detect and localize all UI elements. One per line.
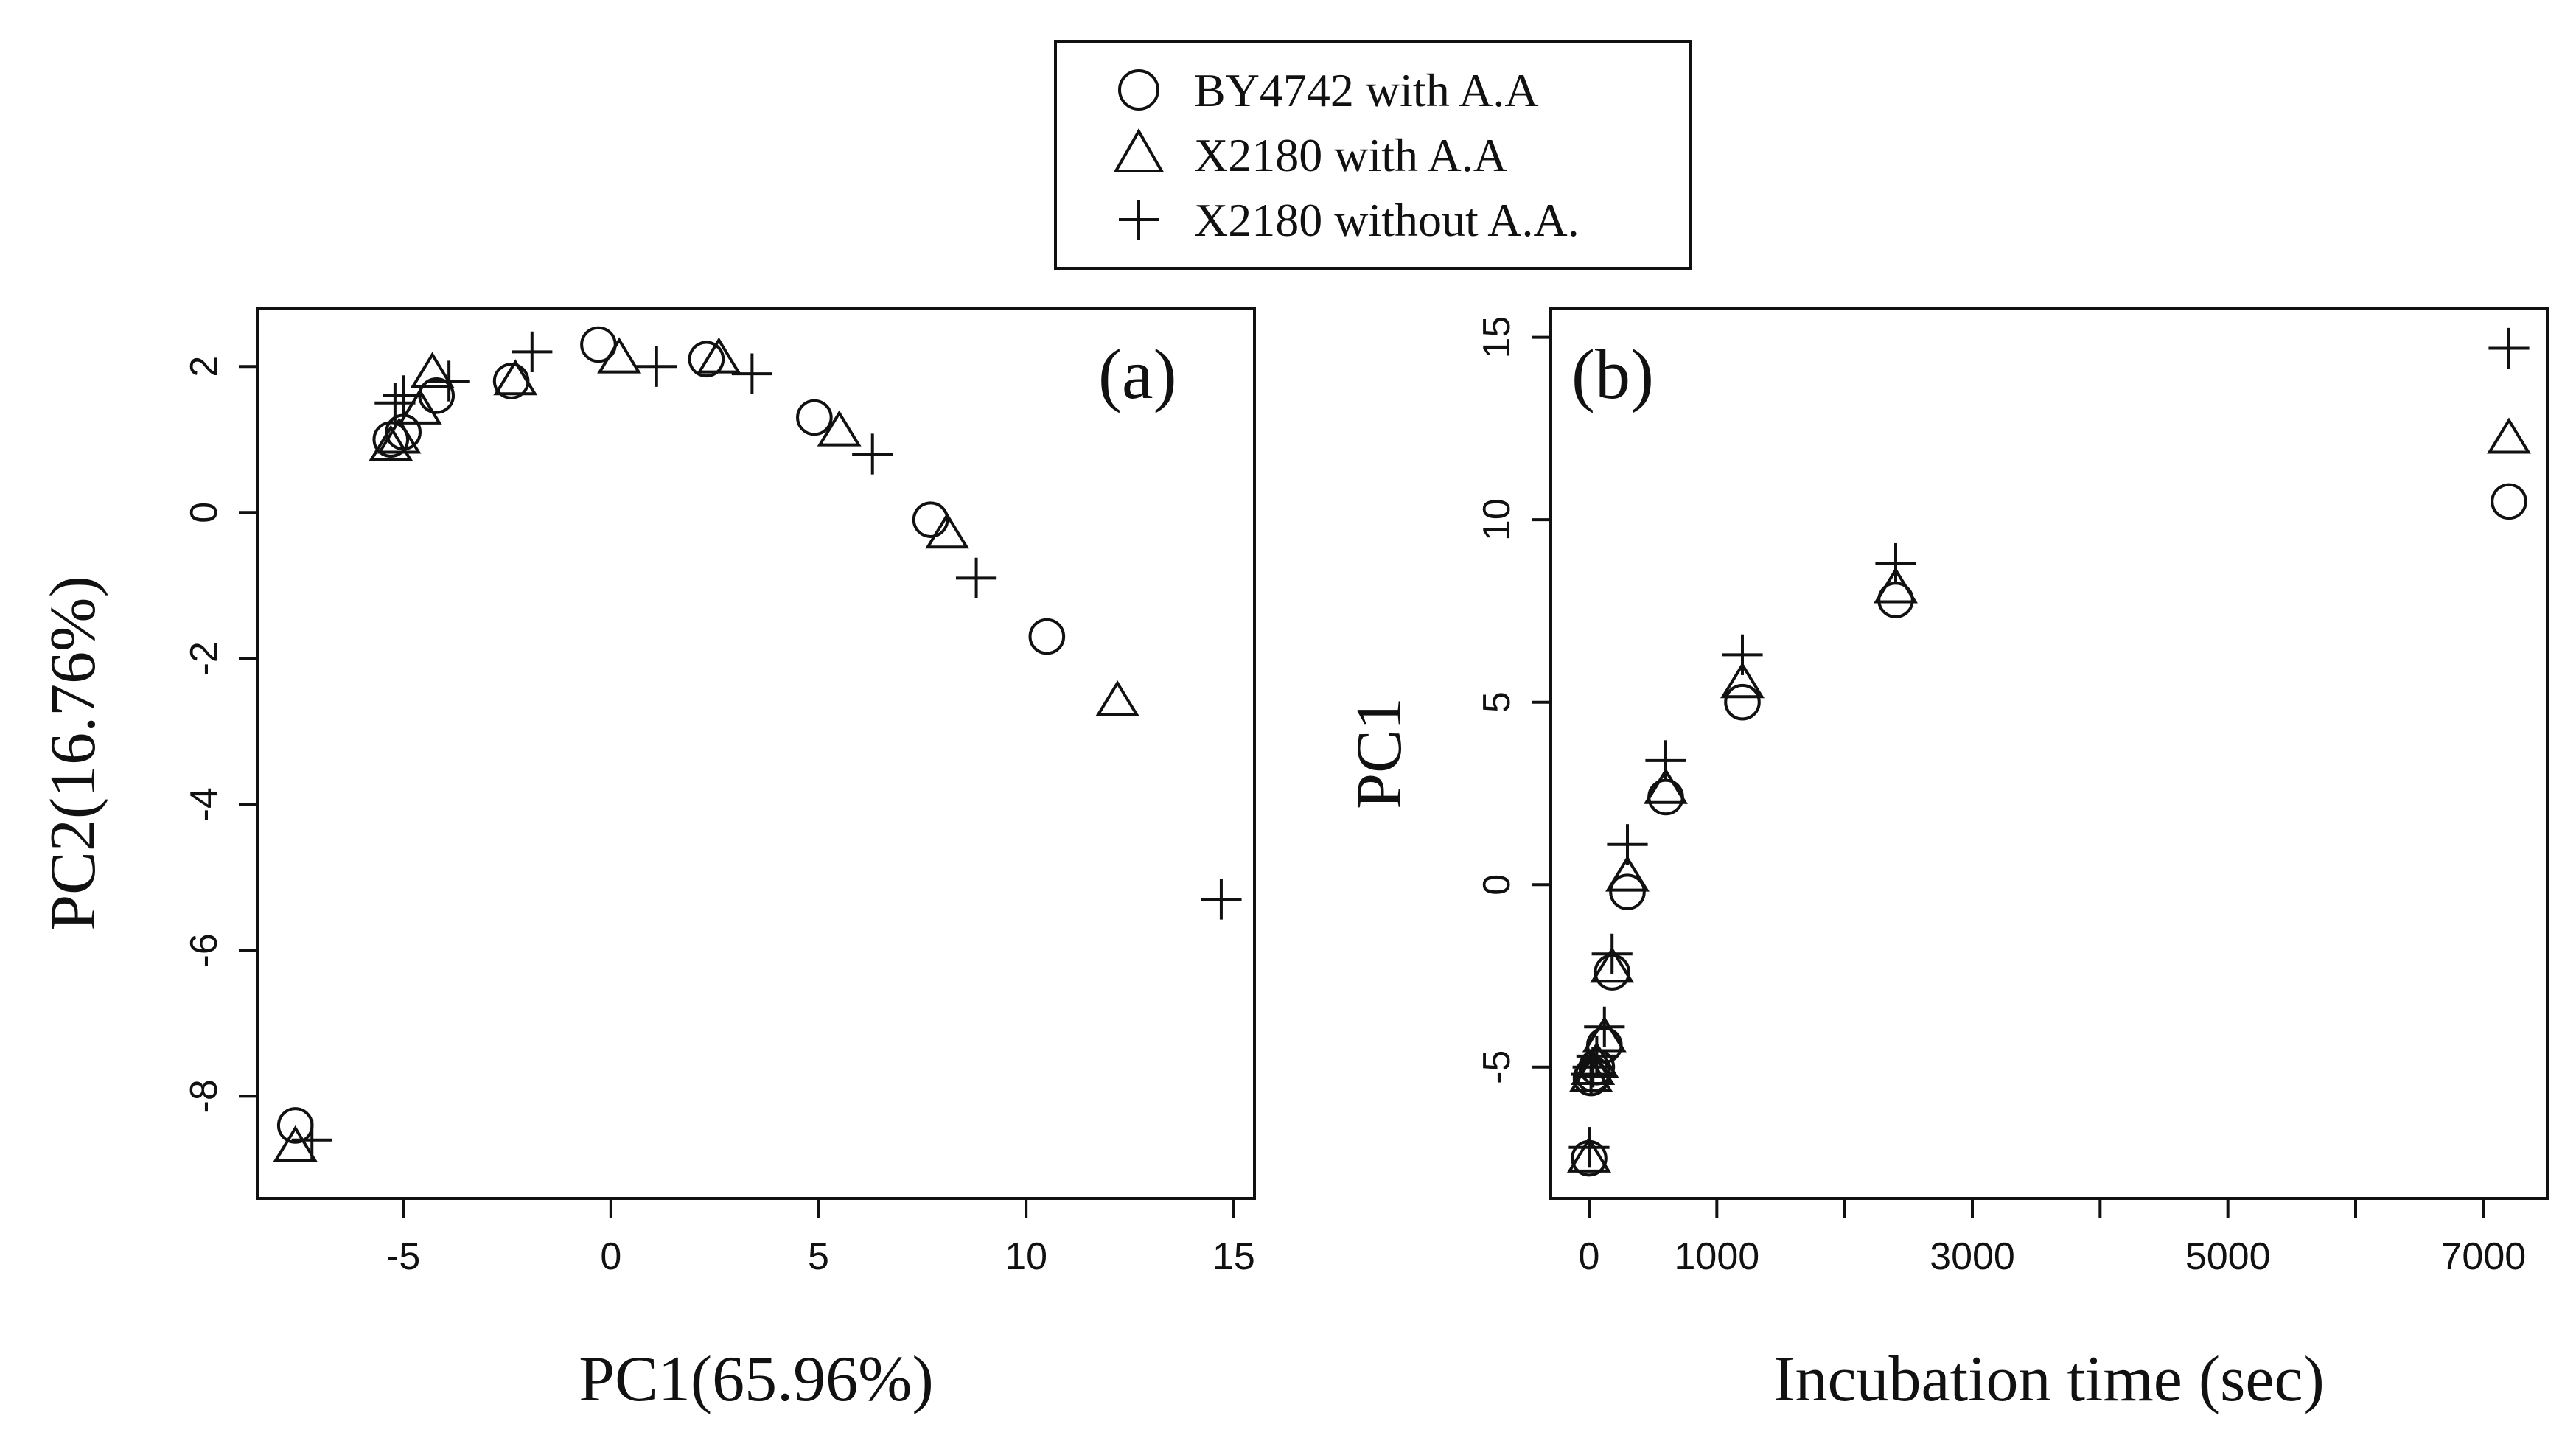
y-tick-label-a: -4 [183,787,226,821]
panel-b: 0 1000 3000 5000 7000 -5 0 5 10 15 (b) Incubatio… [1344,307,2549,1415]
legend-item-x2180-with: X2180 with A.A [1113,128,1507,181]
x-tick-label-b: 0 [1579,1235,1600,1278]
point-triangle [1720,662,1765,699]
point-triangle [1567,1136,1611,1173]
point-triangle [273,1125,318,1162]
point-circle [688,341,725,378]
y-tick-label-b: 0 [1476,874,1518,896]
x-tick-label-b: 7000 [2440,1235,2526,1278]
panel-label-b: (b) [1571,335,1654,413]
point-triangle [817,410,862,447]
legend: BY4742 with A.A X2180 with A.A X2180 wit… [1054,40,1692,270]
x-tick-label-a: -5 [386,1235,420,1278]
y-tick-label-b: -5 [1476,1050,1518,1084]
x-tick-label-b: 3000 [1930,1235,2015,1278]
legend-item-by4742: BY4742 with A.A [1118,64,1539,116]
x-tick-label-a: 5 [808,1235,829,1278]
point-triangle [369,425,413,461]
y-axis-a: -8 -6 -4 -2 0 2 [183,356,258,1114]
point-plus [2488,327,2530,369]
point-triangle [597,337,642,374]
legend-circle-marker [1118,69,1159,111]
point-plus [1201,879,1242,920]
point-plus [636,346,677,387]
legend-triangle-marker [1113,128,1165,172]
plot-frame-b [1549,307,2549,1200]
point-triangle [1095,680,1140,716]
legend-label-x2180-with: X2180 with A.A [1194,129,1507,181]
point-plus [1722,634,1763,675]
x-tick-label-a: 0 [600,1235,621,1278]
y-axis-b: -5 0 5 10 15 [1476,316,1551,1084]
y-axis-title-a: PC2(16.76%) [38,576,109,931]
point-plus [374,383,416,424]
y-tick-label-a: 2 [183,356,226,377]
panel-label-a: (a) [1098,335,1177,413]
point-circle [796,399,833,436]
panel-a: -5 0 5 10 15 -8 -6 -4 -2 0 2 (a) PC1(65.96%) PC2(… [38,307,1256,1415]
y-tick-label-b: 5 [1476,691,1518,713]
y-tick-label-a: -6 [183,933,226,967]
point-plus [383,375,424,416]
legend-label-by4742: BY4742 with A.A [1194,64,1539,116]
point-triangle [1582,1016,1627,1053]
y-tick-label-b: 15 [1476,316,1518,359]
point-plus [1568,1127,1610,1168]
point-plus [512,331,553,373]
point-triangle [377,417,422,454]
point-circle [1609,873,1646,910]
x-axis-a: -5 0 5 10 15 [386,1198,1255,1278]
point-plus [1584,1006,1625,1047]
y-axis-title-b: PC1 [1344,697,1415,809]
point-plus [955,557,997,598]
plot-frame-a [256,307,1256,1200]
legend-item-x2180-without: X2180 without A.A. [1119,194,1580,246]
x-tick-label-a: 15 [1212,1235,1255,1278]
point-triangle [697,337,741,374]
y-tick-label-a: 0 [183,502,226,523]
point-plus [1645,740,1686,781]
y-tick-label-b: 10 [1476,498,1518,541]
marks-b [1567,327,2531,1177]
point-circle [1724,683,1761,721]
x-axis-title-a: PC1(65.96%) [579,1344,934,1415]
point-triangle [1605,855,1650,892]
point-triangle [1874,567,1918,604]
point-plus [1607,824,1648,865]
point-plus [291,1120,332,1161]
point-triangle [1644,767,1688,804]
point-plus [1571,1054,1612,1095]
point-triangle [410,352,455,388]
y-tick-label-a: -8 [183,1079,226,1113]
point-circle [1647,778,1684,816]
point-circle [1028,618,1066,655]
x-axis-b: 0 1000 3000 5000 7000 [1579,1198,2526,1278]
point-triangle [397,388,442,425]
point-triangle [1590,946,1635,983]
point-circle [2491,483,2527,520]
point-triangle [493,359,538,396]
legend-frame [1054,40,1692,270]
x-tick-label-b: 5000 [2185,1235,2271,1278]
point-plus [1572,1047,1613,1088]
marks-a [273,326,1242,1162]
point-plus [731,353,772,394]
point-circle [912,501,949,538]
point-triangle [925,512,970,549]
legend-label-x2180-without: X2180 without A.A. [1194,194,1580,246]
point-plus [428,360,470,402]
point-triangle [2487,417,2531,454]
point-plus [1576,1036,1617,1077]
point-plus [1591,933,1633,974]
point-plus [852,433,893,475]
point-plus [1875,542,1916,584]
x-axis-title-b: Incubation time (sec) [1773,1344,2325,1415]
x-tick-label-b: 1000 [1674,1235,1759,1278]
x-tick-label-a: 10 [1005,1235,1047,1278]
y-tick-label-a: -2 [183,641,226,675]
